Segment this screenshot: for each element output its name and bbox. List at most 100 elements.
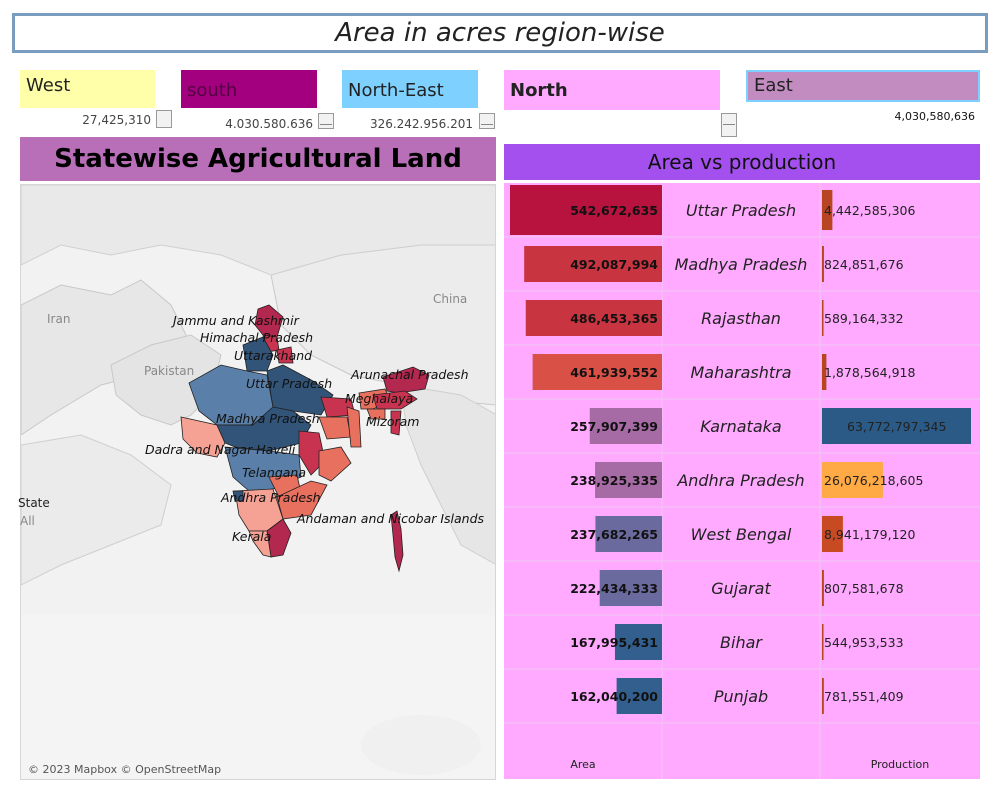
area-value-label: 461,939,552 xyxy=(570,365,658,380)
production-bar[interactable] xyxy=(822,516,843,552)
area-value-label: 162,040,200 xyxy=(570,689,658,704)
chart-title: Area vs production xyxy=(504,144,980,180)
state-arunachal xyxy=(382,366,430,394)
area-value-label: 492,087,994 xyxy=(570,257,658,272)
production-value-label: 1,878,564,918 xyxy=(824,365,915,380)
production-bar[interactable] xyxy=(822,408,971,444)
state-chhattisgarh xyxy=(298,430,326,476)
production-value-label: 63,772,797,345 xyxy=(847,419,946,434)
area-vs-production-chart: 542,672,635 Uttar Pradesh 4,442,585,306 492… xyxy=(504,183,980,779)
area-bar[interactable] xyxy=(510,185,662,235)
region-north-tile[interactable]: North xyxy=(504,70,720,110)
state-category-label: Gujarat xyxy=(711,579,771,598)
production-value-label: 544,953,533 xyxy=(824,635,904,650)
map-label-jammu-kashmir: Jammu and Kashmir xyxy=(170,313,300,328)
state-kerala xyxy=(248,530,272,558)
area-value-label: 222,434,333 xyxy=(570,581,658,596)
legend-value[interactable]: All xyxy=(20,514,35,528)
map-label-himachal-pradesh: Himachal Pradesh xyxy=(200,330,313,345)
production-value-label: 807,581,678 xyxy=(824,581,904,596)
area-bar[interactable] xyxy=(616,678,662,714)
map-label-uttar-pradesh: Uttar Pradesh xyxy=(246,376,332,391)
india-map[interactable]: Iran Pakistan China xyxy=(20,184,496,780)
map-label-madhya-pradesh: Madhya Pradesh xyxy=(216,411,320,426)
country-label-iran: Iran xyxy=(47,312,70,326)
state-category-label: Andhra Pradesh xyxy=(676,471,804,490)
state-category-label: Madhya Pradesh xyxy=(675,255,808,274)
region-north-east-value: 326.242.956.201 xyxy=(369,117,473,131)
area-bar[interactable] xyxy=(524,246,662,282)
production-value-label: 589,164,332 xyxy=(824,311,904,326)
map-label-andaman-nicobar: Andaman and Nicobar Islands xyxy=(296,511,485,526)
production-value-label: 8,941,179,120 xyxy=(824,527,915,542)
dashboard-title: Area in acres region-wise xyxy=(12,13,988,53)
country-label-pakistan: Pakistan xyxy=(144,364,194,378)
region-south-value: 4.030.580.636 xyxy=(225,117,313,131)
production-bar[interactable] xyxy=(822,246,824,282)
production-bar[interactable] xyxy=(822,678,824,714)
india-states xyxy=(180,304,430,573)
area-value-label: 486,453,365 xyxy=(570,311,658,326)
state-category-label: Karnataka xyxy=(700,417,781,436)
state-category-label: Rajasthan xyxy=(701,309,781,328)
area-value-label: 257,907,399 xyxy=(570,419,658,434)
area-value-label: 167,995,431 xyxy=(570,635,658,650)
area-bar[interactable] xyxy=(595,462,662,498)
region-west-value: 27,425,310 xyxy=(82,113,151,127)
production-value-label: 781,551,409 xyxy=(824,689,904,704)
country-label-china: China xyxy=(433,292,467,306)
production-value-label: 26,076,218,605 xyxy=(824,473,923,488)
map-label-kerala: Kerala xyxy=(232,529,271,544)
map-copyright: © 2023 Mapbox © OpenStreetMap xyxy=(28,763,222,776)
area-bar[interactable] xyxy=(595,516,662,552)
production-bar[interactable] xyxy=(822,190,833,230)
area-bar[interactable] xyxy=(599,570,662,606)
production-bar[interactable] xyxy=(822,300,824,336)
map-title: Statewise Agricultural Land xyxy=(20,137,496,181)
area-bar[interactable] xyxy=(614,624,662,660)
region-north-east-mini-chart[interactable] xyxy=(479,113,495,129)
state-goa xyxy=(232,490,244,502)
x-axis-label-production: Production xyxy=(871,758,930,771)
production-bar[interactable] xyxy=(822,462,883,498)
area-bar[interactable] xyxy=(589,408,662,444)
area-bar[interactable] xyxy=(532,354,662,390)
region-north-east-tile[interactable]: North-East xyxy=(342,70,478,108)
area-value-label: 237,682,265 xyxy=(570,527,658,542)
production-bar[interactable] xyxy=(822,624,824,660)
map-canvas: Iran Pakistan China xyxy=(21,185,495,779)
region-west-tile[interactable]: West xyxy=(20,70,155,108)
region-south-tile[interactable]: south xyxy=(181,70,317,108)
state-uttarakhand xyxy=(276,346,294,364)
state-andaman xyxy=(390,510,404,573)
state-punjab-haryana xyxy=(242,336,274,372)
production-bar[interactable] xyxy=(822,570,824,606)
legend-title: State xyxy=(18,496,50,510)
state-category-label: Uttar Pradesh xyxy=(686,201,796,220)
map-label-andhra-pradesh: Andhra Pradesh xyxy=(220,490,321,505)
region-west-mini-chart[interactable] xyxy=(156,110,172,128)
area-value-label: 542,672,635 xyxy=(570,203,658,218)
state-odisha xyxy=(318,446,352,482)
map-label-uttarakhand: Uttarakhand xyxy=(234,348,312,363)
production-value-label: 824,851,676 xyxy=(824,257,904,272)
state-assam xyxy=(372,390,418,410)
state-category-label: Punjab xyxy=(714,687,768,706)
state-category-label: Maharashtra xyxy=(690,363,791,382)
map-background-features xyxy=(21,185,495,779)
region-north-mini-chart[interactable] xyxy=(721,113,737,137)
region-south-mini-chart[interactable] xyxy=(318,113,334,129)
state-tripura-mizoram xyxy=(390,410,402,436)
map-label-telangana: Telangana xyxy=(242,465,306,480)
map-label-mizoram: Mizoram xyxy=(366,414,419,429)
state-category-label: West Bengal xyxy=(691,525,792,544)
area-bar[interactable] xyxy=(525,300,662,336)
map-label-dadra-nagar-haveli: Dadra and Nagar Haveli xyxy=(145,442,296,457)
chart-canvas: 542,672,635 Uttar Pradesh 4,442,585,306 492… xyxy=(504,183,980,779)
production-value-label: 4,442,585,306 xyxy=(824,203,915,218)
region-east-tile[interactable]: East xyxy=(746,70,980,102)
state-jharkhand xyxy=(318,416,352,440)
x-axis-label-area: Area xyxy=(570,758,595,771)
production-bar[interactable] xyxy=(822,354,827,390)
